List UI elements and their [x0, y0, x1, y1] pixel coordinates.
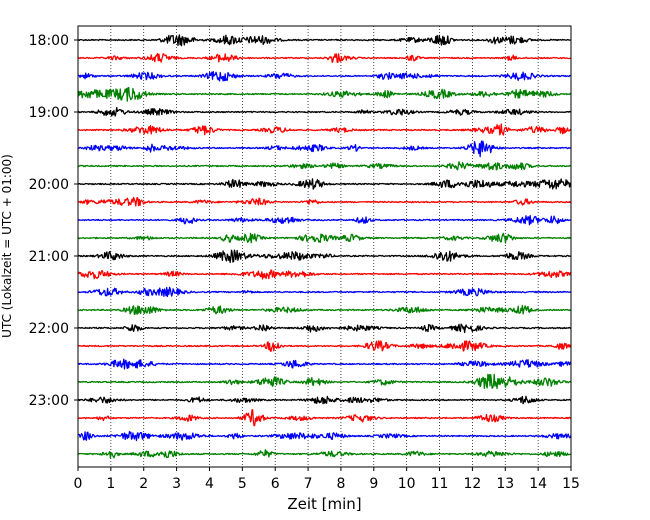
trace-2030 [77, 214, 572, 226]
x-tick-label: 15 [562, 476, 580, 492]
x-axis-ticks: 0 1 2 3 4 5 6 7 8 9 10 11 12 13 14 15 [74, 467, 580, 492]
trace-1830 [77, 71, 572, 82]
y-tick-label: 23:00 [29, 393, 69, 409]
x-tick-label: 7 [304, 476, 313, 492]
trace-2200 [77, 323, 572, 334]
x-tick-label: 4 [205, 476, 214, 492]
trace-1800 [77, 34, 572, 47]
x-tick-label: 8 [336, 476, 345, 492]
trace-2045 [77, 232, 572, 244]
x-tick-label: 10 [398, 476, 416, 492]
trace-2315 [77, 409, 572, 427]
trace-2215 [77, 340, 572, 352]
trace-2300 [77, 395, 572, 405]
y-axis-ticks: 18:00 19:00 20:00 21:00 22:00 23:00 [29, 33, 78, 409]
x-tick-label: 14 [529, 476, 547, 492]
trace-2230 [77, 358, 572, 370]
y-tick-label: 20:00 [29, 177, 69, 193]
plot-frame [77, 25, 572, 468]
trace-2145 [77, 304, 572, 316]
trace-2000 [77, 178, 572, 190]
y-tick-label: 18:00 [29, 33, 69, 49]
trace-2330 [77, 430, 572, 442]
trace-2245 [77, 373, 572, 390]
x-tick-label: 3 [172, 476, 181, 492]
trace-2115 [77, 269, 572, 280]
x-tick-label: 9 [369, 476, 378, 492]
y-tick-label: 22:00 [29, 321, 69, 337]
trace-1900 [77, 106, 572, 117]
trace-1815 [77, 52, 572, 64]
y-axis-title: UTC (Lokalzeit = UTC + 01:00) [0, 154, 14, 338]
x-tick-label: 0 [74, 476, 83, 492]
x-tick-label: 13 [496, 476, 514, 492]
y-tick-label: 19:00 [29, 105, 69, 121]
trace-1930 [77, 140, 572, 158]
trace-2015 [77, 196, 572, 207]
trace-2100 [77, 249, 572, 264]
x-tick-label: 2 [139, 476, 148, 492]
trace-1945 [77, 161, 572, 171]
x-tick-label: 1 [106, 476, 115, 492]
trace-2130 [77, 286, 572, 298]
trace-2345 [77, 449, 572, 459]
x-tick-label: 6 [271, 476, 280, 492]
y-tick-label: 21:00 [29, 249, 69, 265]
x-tick-label: 5 [238, 476, 247, 492]
trace-1915 [77, 123, 572, 136]
x-tick-label: 11 [431, 476, 449, 492]
x-tick-label: 12 [463, 476, 481, 492]
seismic-traces [77, 34, 572, 459]
trace-1845 [77, 86, 572, 102]
x-axis-title: Zeit [min] [287, 495, 361, 513]
